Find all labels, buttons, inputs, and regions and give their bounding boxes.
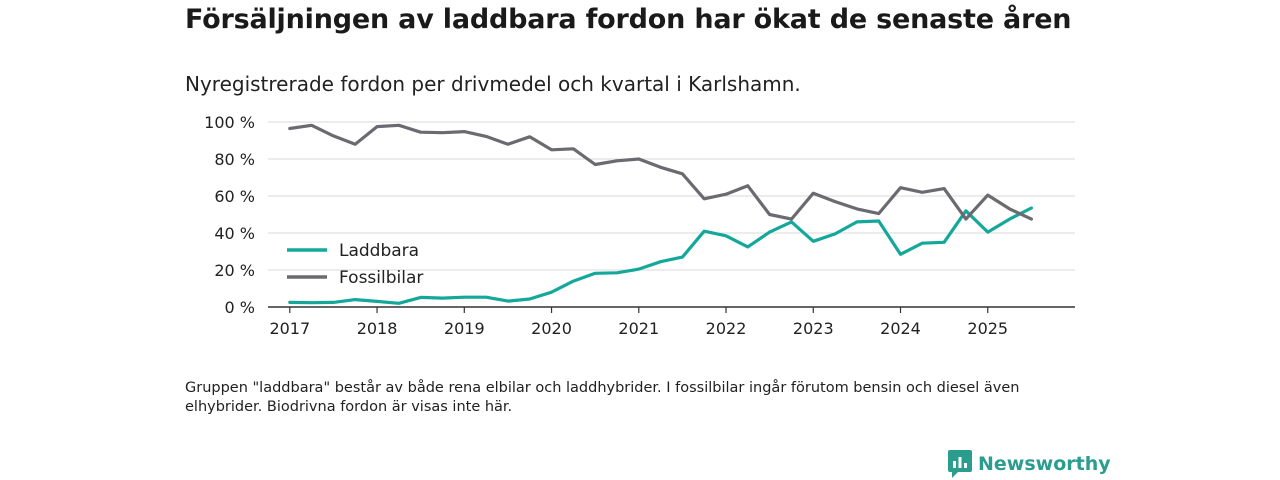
series-line-fossil xyxy=(288,123,1034,221)
footnote: Gruppen "laddbara" består av både rena e… xyxy=(185,380,1020,415)
x-axis: 2017 2018 2019 2020 2021 2022 2023 2024 2025 xyxy=(268,306,1075,338)
page-title: Försäljningen av laddbara fordon har öka… xyxy=(185,4,1072,35)
x-tick-label: 2021 xyxy=(618,319,659,338)
y-tick-label: 20 % xyxy=(214,261,255,280)
x-tick-label: 2017 xyxy=(269,319,310,338)
chart-subtitle: Nyregistrerade fordon per drivmedel och … xyxy=(185,72,801,96)
x-tick-label: 2019 xyxy=(444,319,485,338)
y-axis-tick-labels: 0 % 20 % 40 % 60 % 80 % 100 % xyxy=(204,113,255,317)
x-tick-label: 2022 xyxy=(706,319,747,338)
y-tick-label: 60 % xyxy=(214,187,255,206)
legend-label-fossil: Fossilbilar xyxy=(339,268,423,288)
legend: Laddbara Fossilbilar xyxy=(287,241,423,288)
x-tick-label: 2025 xyxy=(967,319,1008,338)
legend-label-laddbara: Laddbara xyxy=(339,241,419,261)
series-line-laddbara xyxy=(288,206,1034,305)
newsworthy-logo-icon xyxy=(948,450,972,478)
brand-name: Newsworthy xyxy=(978,453,1111,475)
y-tick-label: 100 % xyxy=(204,113,255,132)
x-tick-label: 2018 xyxy=(357,319,398,338)
y-tick-label: 40 % xyxy=(214,224,255,243)
y-tick-label: 0 % xyxy=(225,298,255,317)
brand-logo: Newsworthy xyxy=(948,450,1111,478)
x-tick-label: 2020 xyxy=(531,319,572,338)
x-tick-label: 2023 xyxy=(793,319,834,338)
x-tick-label: 2024 xyxy=(880,319,921,338)
series-lines xyxy=(288,123,1034,305)
y-tick-label: 80 % xyxy=(214,150,255,169)
gridlines xyxy=(268,121,1075,271)
